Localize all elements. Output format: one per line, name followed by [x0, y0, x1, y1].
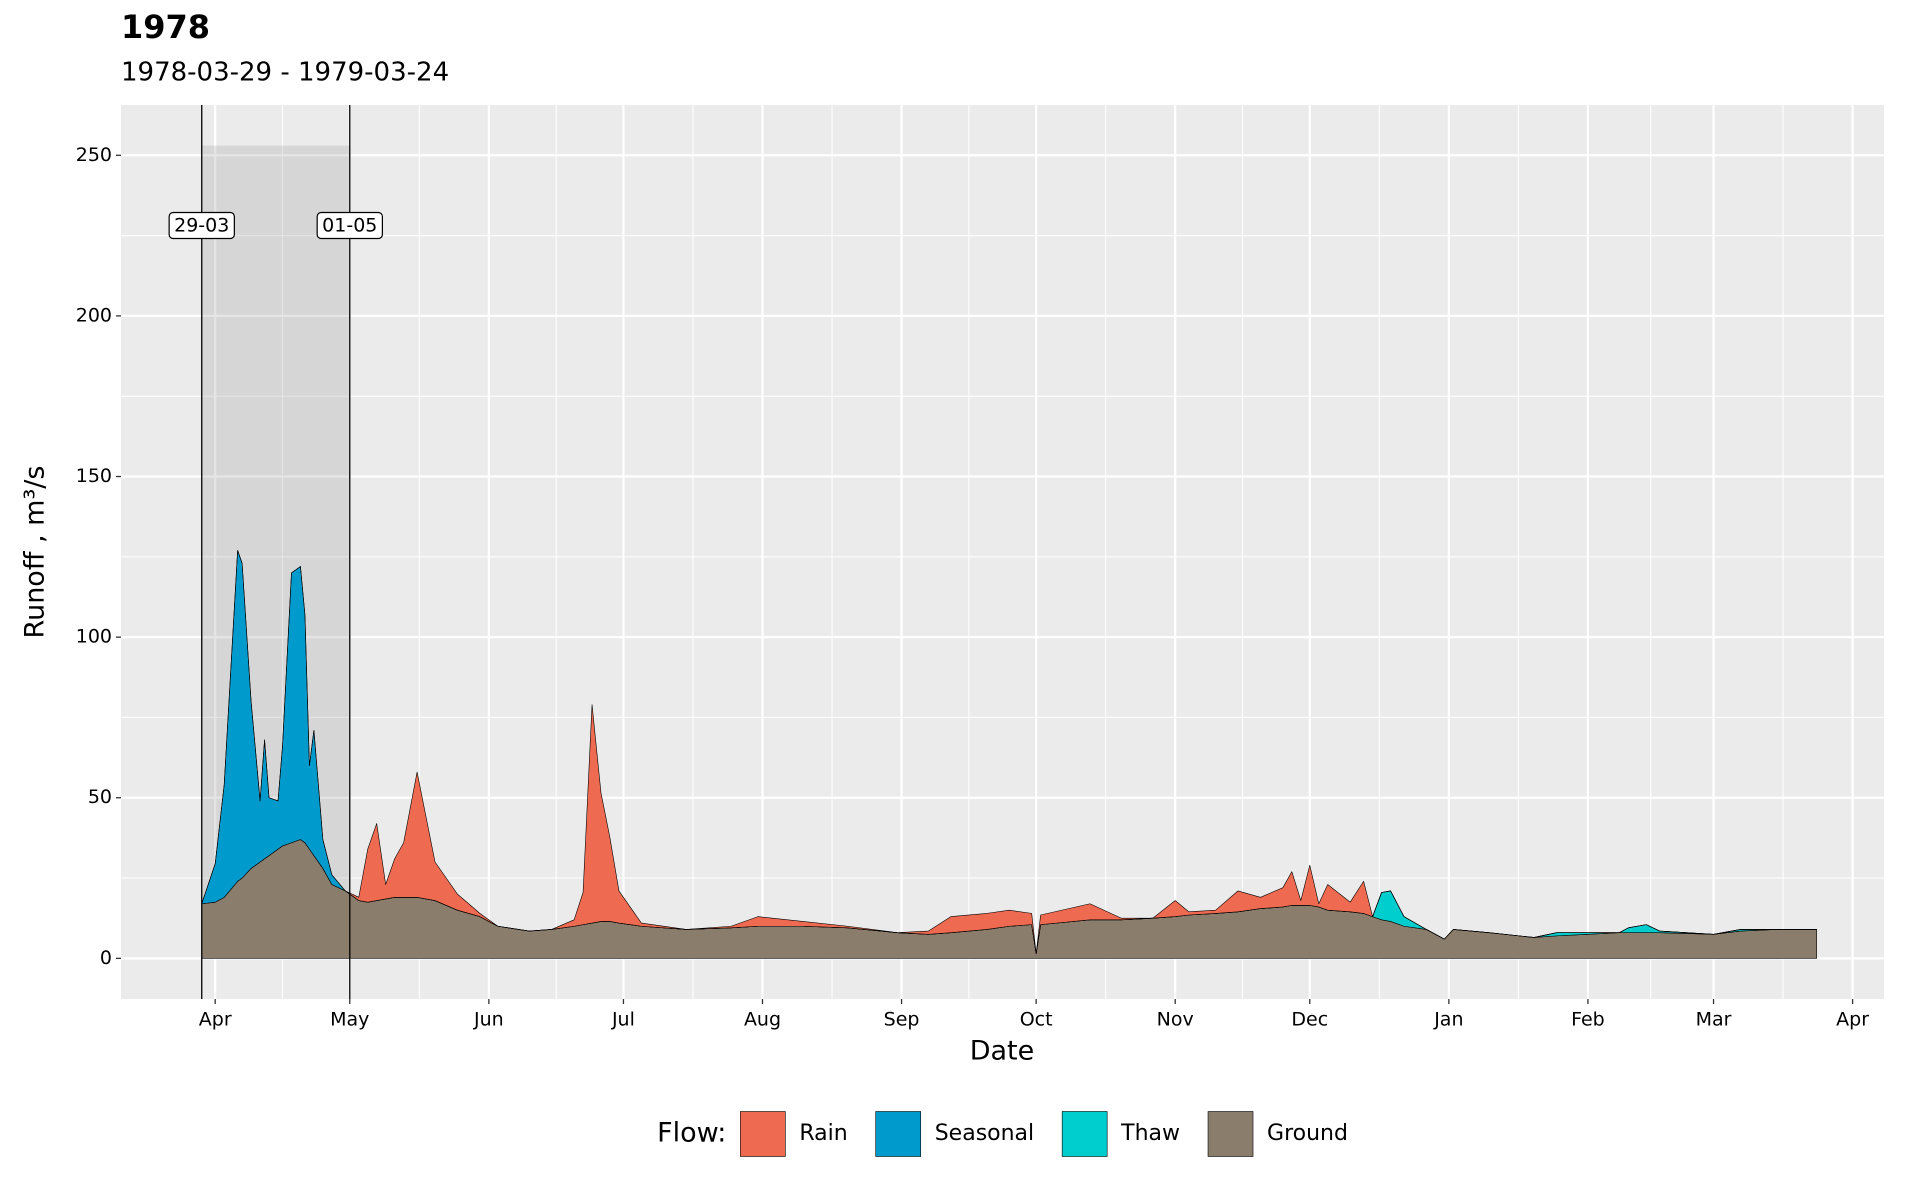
- x-tick-label: Apr: [199, 1009, 232, 1031]
- legend-label: Rain: [799, 1121, 847, 1146]
- annotation-text: 29-03: [174, 215, 229, 237]
- x-tick-label: Apr: [1836, 1009, 1869, 1031]
- y-tick-label: 250: [76, 144, 112, 166]
- legend-label: Seasonal: [935, 1121, 1034, 1146]
- x-tick-label: Aug: [744, 1009, 781, 1031]
- annotation-box: [316, 211, 383, 240]
- x-axis-label: Date: [970, 1036, 1035, 1067]
- annotation-box: [168, 211, 235, 240]
- x-tick-label: Sep: [884, 1009, 920, 1031]
- plot-panel: [121, 105, 1884, 999]
- y-tick-label: 100: [76, 626, 112, 648]
- legend: Flow: Rain Seasonal Thaw Ground: [657, 1111, 1348, 1157]
- y-tick-label: 200: [76, 304, 112, 326]
- y-tick-label: 0: [100, 947, 112, 969]
- x-tick-label: Jan: [1433, 1009, 1463, 1031]
- y-tick-label: 150: [76, 465, 112, 487]
- area-rain: [201, 550, 1818, 954]
- legend-key: [740, 1111, 786, 1157]
- x-tick-label: Feb: [1571, 1009, 1605, 1031]
- legend-key: [875, 1111, 922, 1157]
- x-tick-label: Mar: [1696, 1009, 1732, 1031]
- legend-title: Flow:: [657, 1118, 726, 1149]
- legend-label: Ground: [1267, 1121, 1348, 1146]
- annotation-text: 01-05: [322, 215, 377, 237]
- y-tick-label: 50: [88, 786, 112, 808]
- x-tick-label: May: [330, 1009, 369, 1031]
- chart-subtitle: 1978-03-29 - 1979-03-24: [121, 58, 449, 88]
- annotation-label: 29-03: [168, 211, 235, 240]
- y-axis-label: Runoff , m³/s: [20, 466, 51, 639]
- x-tick-label: Oct: [1020, 1009, 1053, 1031]
- legend-key: [1207, 1111, 1254, 1157]
- x-tick-label: Jul: [611, 1009, 635, 1031]
- x-tick-label: Dec: [1291, 1009, 1328, 1031]
- legend-label: Thaw: [1120, 1121, 1180, 1146]
- x-tick-label: Jun: [473, 1009, 504, 1031]
- x-tick-label: Nov: [1157, 1009, 1194, 1031]
- legend-key: [1061, 1111, 1108, 1157]
- chart-title: 1978: [121, 8, 210, 46]
- annotation-label: 01-05: [316, 211, 383, 240]
